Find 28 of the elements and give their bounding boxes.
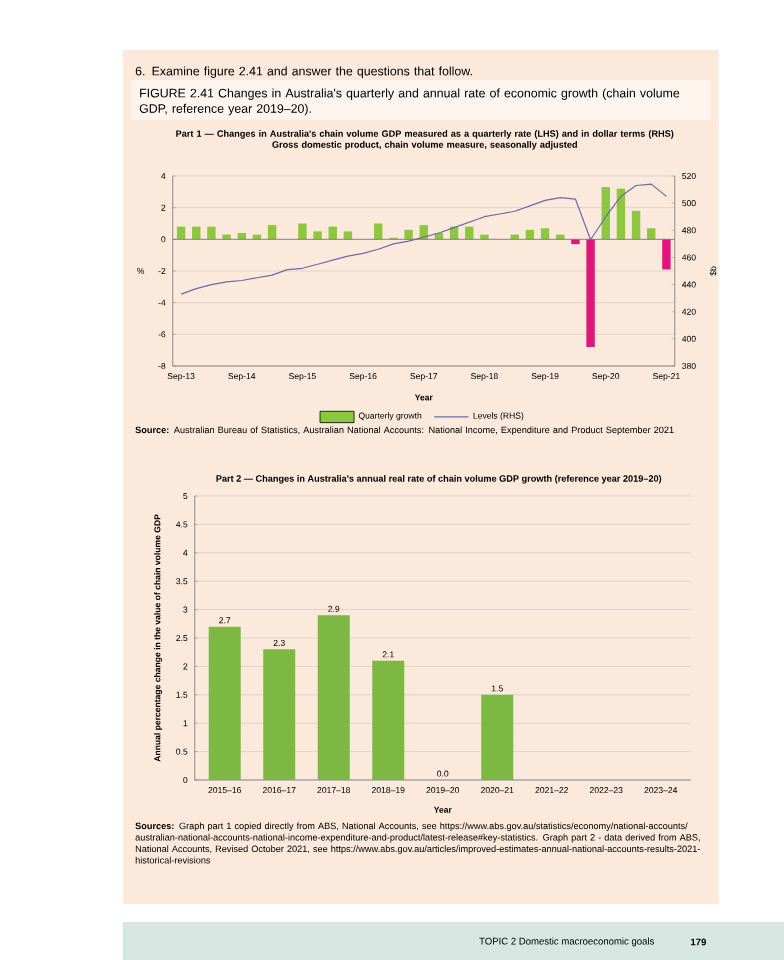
bar [206, 226, 216, 240]
bar [371, 660, 404, 780]
bar [601, 187, 610, 240]
bar [343, 231, 352, 240]
bar [570, 239, 580, 245]
bar [237, 233, 246, 240]
bar [404, 229, 413, 240]
bar [540, 228, 549, 240]
bar [191, 226, 201, 240]
bar [480, 694, 513, 780]
bar [262, 649, 295, 780]
bar [297, 223, 307, 240]
bar [313, 231, 322, 240]
bar [373, 223, 383, 240]
bar [616, 188, 625, 240]
bar [661, 239, 671, 270]
bar [328, 226, 337, 240]
bar [479, 234, 489, 240]
bar [317, 615, 350, 780]
bar [222, 234, 231, 240]
bar [208, 626, 241, 780]
bar [267, 225, 276, 240]
bar [646, 228, 656, 240]
bar [586, 239, 595, 347]
bar [631, 210, 640, 240]
bar [464, 226, 474, 240]
bar [525, 229, 534, 240]
bar [176, 226, 185, 240]
